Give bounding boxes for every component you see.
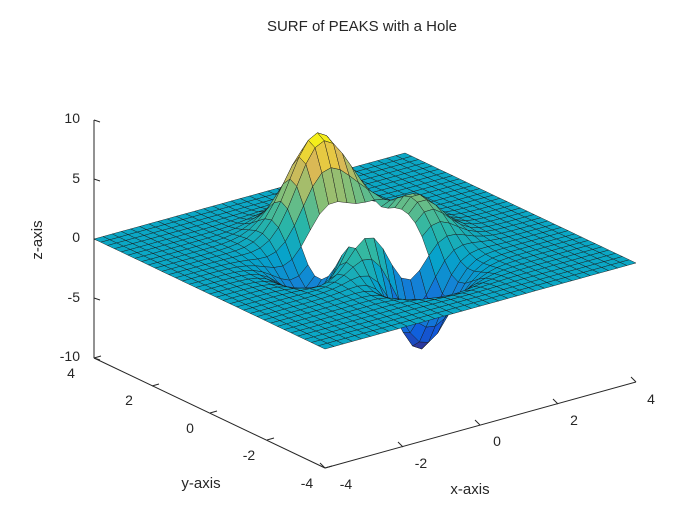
y-tick-label: -4: [301, 475, 314, 491]
y-axis-label: y-axis: [181, 475, 220, 492]
z-tick-label: 5: [72, 170, 80, 186]
z-tick-mark: [93, 297, 101, 301]
y-tick-label: -2: [243, 447, 256, 463]
surface: [93, 132, 637, 350]
y-axis-line: [93, 357, 326, 469]
z-axis-label: z-axis: [29, 220, 46, 259]
z-tick-label: -10: [60, 348, 80, 364]
z-tick-mark: [93, 178, 101, 182]
x-axis-label: x-axis: [450, 481, 489, 498]
z-tick-mark: [93, 119, 101, 123]
y-tick-mark: [324, 465, 333, 469]
x-tick-label: 2: [570, 412, 578, 428]
x-tick-label: -4: [340, 476, 353, 492]
x-tick-label: -2: [415, 455, 428, 471]
z-tick-label: -5: [68, 289, 81, 305]
ticks: 10 5 0 -5 -10 4 2 0 -2 -4 -4 -2 0 2: [60, 110, 655, 492]
y-tick-mark: [151, 383, 160, 387]
y-tick-mark: [209, 410, 218, 414]
chart-title: SURF of PEAKS with a Hole: [267, 18, 457, 35]
x-tick-mark: [397, 441, 404, 448]
x-tick-label: 4: [647, 391, 655, 407]
z-tick-mark: [93, 357, 101, 361]
y-tick-mark: [266, 437, 275, 441]
x-axis-line: [324, 381, 637, 469]
z-tick-label: 0: [72, 229, 80, 245]
z-tick-label: 10: [64, 110, 80, 126]
x-tick-mark: [474, 419, 481, 426]
x-tick-mark: [630, 376, 637, 383]
y-tick-label: 4: [67, 365, 75, 381]
y-tick-mark: [93, 355, 102, 359]
y-tick-label: 2: [125, 392, 133, 408]
x-tick-mark: [319, 462, 326, 469]
surface-face: [619, 259, 637, 266]
x-tick-label: 0: [493, 433, 501, 449]
x-tick-mark: [552, 398, 559, 405]
y-tick-label: 0: [186, 420, 194, 436]
